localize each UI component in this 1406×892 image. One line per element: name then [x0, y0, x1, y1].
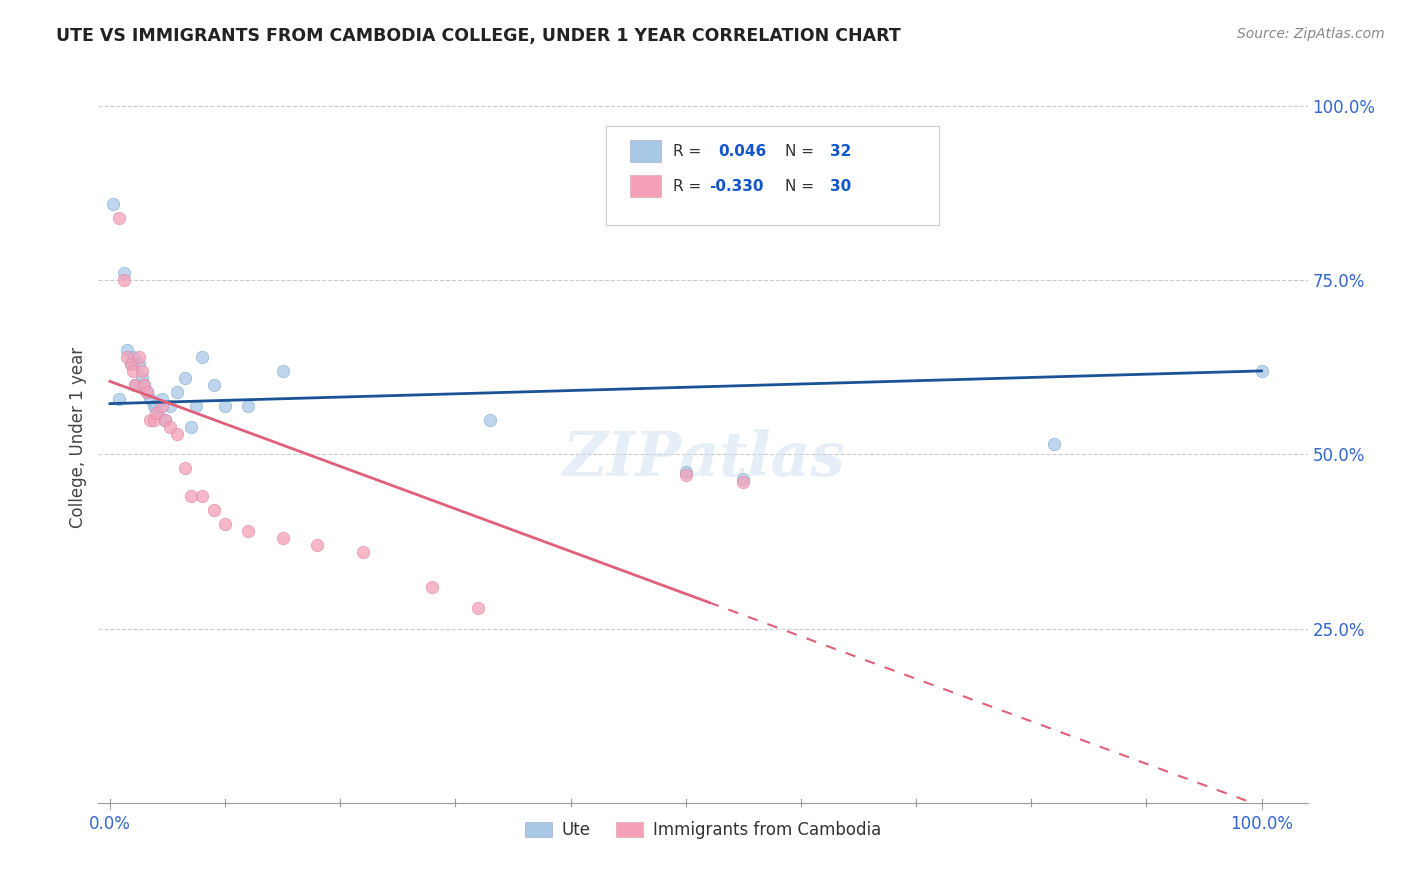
Point: [180, 489, 202, 503]
Point: [202, 503, 225, 517]
Point: [120, 357, 142, 371]
Point: [166, 426, 188, 441]
Point: [733, 475, 755, 490]
Point: [135, 384, 157, 399]
Point: [271, 364, 294, 378]
Point: [131, 371, 153, 385]
Point: [733, 472, 755, 486]
Point: [155, 412, 177, 426]
Point: [134, 377, 156, 392]
Point: [159, 419, 181, 434]
Point: [108, 392, 131, 406]
Point: [128, 350, 150, 364]
Point: [142, 399, 165, 413]
Point: [191, 489, 214, 503]
Point: [159, 399, 181, 413]
Text: Source: ZipAtlas.com: Source: ZipAtlas.com: [1237, 27, 1385, 41]
Point: [173, 461, 195, 475]
Point: [675, 465, 697, 479]
Point: [422, 580, 444, 594]
Point: [122, 350, 145, 364]
Point: [145, 399, 167, 413]
Point: [108, 211, 131, 225]
Text: -0.330: -0.330: [709, 178, 763, 194]
Text: 32: 32: [830, 144, 852, 159]
Point: [352, 545, 374, 559]
Point: [155, 412, 177, 426]
Point: [124, 377, 146, 392]
Point: [236, 399, 259, 413]
Point: [191, 350, 214, 364]
Point: [120, 357, 142, 371]
Point: [142, 412, 165, 426]
Point: [122, 364, 145, 378]
Point: [135, 384, 157, 399]
Point: [467, 600, 489, 615]
Point: [236, 524, 259, 538]
Point: [103, 196, 125, 211]
Point: [214, 399, 236, 413]
Point: [148, 406, 170, 420]
FancyBboxPatch shape: [630, 140, 661, 162]
Point: [112, 266, 135, 280]
Point: [124, 377, 146, 392]
Point: [478, 412, 501, 426]
Point: [150, 392, 173, 406]
Point: [115, 350, 138, 364]
Point: [166, 384, 188, 399]
Point: [115, 343, 138, 357]
Point: [1043, 437, 1066, 451]
Text: UTE VS IMMIGRANTS FROM CAMBODIA COLLEGE, UNDER 1 YEAR CORRELATION CHART: UTE VS IMMIGRANTS FROM CAMBODIA COLLEGE,…: [56, 27, 901, 45]
Legend: Ute, Immigrants from Cambodia: Ute, Immigrants from Cambodia: [519, 814, 887, 846]
Point: [131, 364, 153, 378]
Point: [202, 377, 225, 392]
Point: [173, 371, 195, 385]
Text: N =: N =: [785, 144, 820, 159]
Y-axis label: College, Under 1 year: College, Under 1 year: [69, 346, 87, 528]
Text: N =: N =: [785, 178, 820, 194]
Point: [186, 399, 208, 413]
Text: 0.046: 0.046: [718, 144, 766, 159]
Point: [145, 406, 167, 420]
Point: [271, 531, 294, 545]
Point: [112, 273, 135, 287]
Point: [1250, 364, 1272, 378]
Point: [307, 538, 329, 552]
Text: 30: 30: [830, 178, 851, 194]
Text: R =: R =: [672, 144, 706, 159]
Point: [675, 468, 697, 483]
Text: R =: R =: [672, 178, 706, 194]
Point: [214, 517, 236, 532]
Point: [139, 412, 162, 426]
Text: ZIPatlas: ZIPatlas: [561, 429, 845, 489]
Point: [128, 357, 150, 371]
Point: [180, 419, 202, 434]
FancyBboxPatch shape: [606, 126, 939, 225]
FancyBboxPatch shape: [630, 175, 661, 197]
Point: [139, 392, 162, 406]
Point: [134, 377, 156, 392]
Point: [150, 399, 173, 413]
